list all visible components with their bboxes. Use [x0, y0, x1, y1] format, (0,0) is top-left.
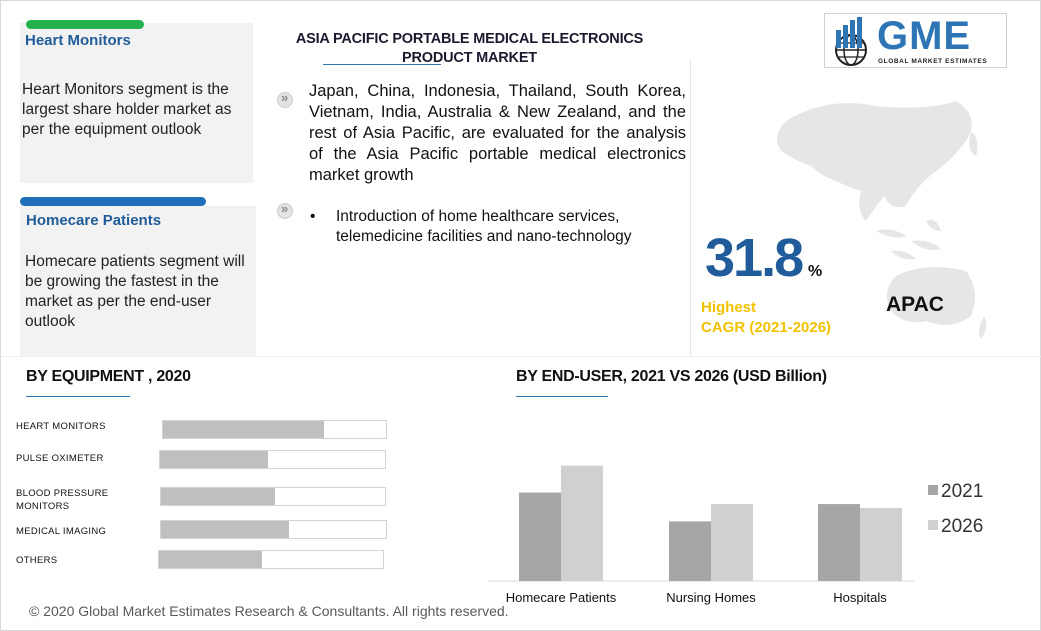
equipment-bar: [161, 488, 275, 505]
globe-bars-icon: [835, 17, 867, 66]
card-accent-bar: [26, 20, 144, 29]
legend-swatch: [928, 520, 938, 530]
enduser-bar-chart: Homecare Patients Nursing Homes Hospitals 2…: [488, 465, 983, 605]
cagr-label: Highest CAGR (2021-2026): [701, 298, 831, 338]
chevron-right-icon: [277, 201, 293, 219]
equipment-bar-track: [162, 420, 387, 439]
equipment-bar-track: [159, 450, 386, 469]
category-label: Hospitals: [833, 590, 887, 605]
cagr-unit: %: [808, 263, 823, 280]
divider: [690, 59, 691, 356]
homecare-patients-card: Homecare Patients Homecare patients segm…: [20, 197, 256, 356]
card-text: Homecare patients segment will be growin…: [25, 253, 245, 330]
card-text: Heart Monitors segment is the largest sh…: [22, 81, 232, 138]
equipment-category-label: BLOOD PRESSURE MONITORS: [16, 488, 109, 512]
equipment-bar-track: [160, 520, 387, 539]
equipment-bar: [161, 521, 289, 538]
bullet-dot: •: [310, 208, 316, 225]
equipment-bar: [163, 421, 324, 438]
bullet-text: • Introduction of home healthcare servic…: [310, 207, 676, 247]
equipment-category-label: MEDICAL IMAGING: [16, 526, 107, 537]
title-underline: [516, 396, 608, 397]
bar-2021: [519, 492, 561, 581]
card-title: Heart Monitors: [25, 32, 131, 49]
cagr-value: 31.8: [705, 228, 804, 288]
gme-logo: GME GLOBAL MARKET ESTIMATES: [824, 13, 1007, 68]
bar-2026: [711, 504, 753, 581]
cagr-label-line2: CAGR (2021-2026): [701, 319, 832, 336]
cagr-label-line1: Highest: [701, 299, 757, 316]
title-underline: [26, 396, 130, 397]
legend-label: 2026: [941, 516, 983, 537]
card-title: Homecare Patients: [26, 212, 162, 229]
region-label: APAC: [886, 293, 944, 316]
equipment-chart-title: BY EQUIPMENT , 2020: [26, 368, 191, 385]
category-label: Nursing Homes: [666, 590, 756, 605]
bar-2026: [860, 507, 902, 581]
chevron-right-icon: [277, 90, 293, 108]
legend-swatch: [928, 485, 938, 495]
equipment-bar: [159, 551, 262, 568]
bullet-text-content: Introduction of home healthcare services…: [336, 208, 632, 245]
copyright-footer: © 2020 Global Market Estimates Research …: [29, 603, 509, 619]
bullet-text: Japan, China, Indonesia, Thailand, South…: [309, 82, 686, 184]
equipment-bar: [160, 451, 268, 468]
enduser-chart-title: BY END-USER, 2021 VS 2026 (USD Billion): [516, 368, 827, 385]
equipment-category-label: HEART MONITORS: [16, 421, 106, 432]
divider: [1, 356, 1041, 357]
equipment-category-label: OTHERS: [16, 555, 58, 566]
heart-monitors-card: Heart Monitors Heart Monitors segment is…: [20, 20, 253, 183]
bar-2021: [669, 521, 711, 581]
asia-pacific-map: [777, 101, 987, 339]
equipment-bar-track: [158, 550, 384, 569]
bar-2021: [818, 504, 860, 581]
card-accent-bar: [20, 197, 206, 206]
bar-2026: [561, 465, 603, 581]
equipment-bar-track: [160, 487, 386, 506]
equipment-category-label: PULSE OXIMETER: [16, 453, 104, 464]
page-title: ASIA PACIFIC PORTABLE MEDICAL ELECTRONIC…: [295, 31, 644, 66]
legend-label: 2021: [941, 481, 983, 502]
logo-subtitle: GLOBAL MARKET ESTIMATES: [878, 58, 988, 65]
logo-wordmark: GME: [877, 14, 972, 58]
title-underline: [323, 64, 441, 65]
category-label: Homecare Patients: [506, 590, 617, 605]
